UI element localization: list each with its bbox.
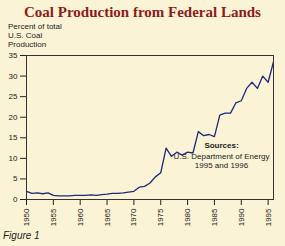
svg-text:35: 35 (9, 51, 18, 60)
svg-text:U.S. Department of Energy1995: U.S. Department of Energy1995 and 1996 (173, 152, 269, 170)
svg-text:1985: 1985 (210, 208, 219, 226)
svg-text:1950: 1950 (22, 208, 31, 226)
svg-text:1965: 1965 (103, 208, 112, 226)
svg-text:0: 0 (13, 195, 18, 204)
svg-text:1955: 1955 (49, 208, 58, 226)
svg-text:25: 25 (9, 92, 18, 101)
html-text:Figure 1: Figure 1 (3, 230, 40, 241)
svg-text:1995: 1995 (264, 208, 273, 226)
svg-text:20: 20 (9, 113, 18, 122)
svg-text:30: 30 (9, 72, 18, 81)
svg-text:10: 10 (9, 154, 18, 163)
svg-text:5: 5 (13, 174, 18, 183)
svg-text:1990: 1990 (237, 208, 246, 226)
svg-text:Sources:: Sources: (204, 141, 238, 150)
svg-text:1970: 1970 (129, 208, 138, 226)
svg-text:1975: 1975 (156, 208, 165, 226)
svg-text:15: 15 (9, 133, 18, 142)
svg-text:1960: 1960 (76, 208, 85, 226)
html-text:Coal Production from Federal L: Coal Production from Federal Lands (24, 4, 261, 20)
svg-text:1980: 1980 (183, 208, 192, 226)
html-text:Percent of total U.S. Coal Pro: Percent of total U.S. Coal Production (8, 22, 62, 49)
